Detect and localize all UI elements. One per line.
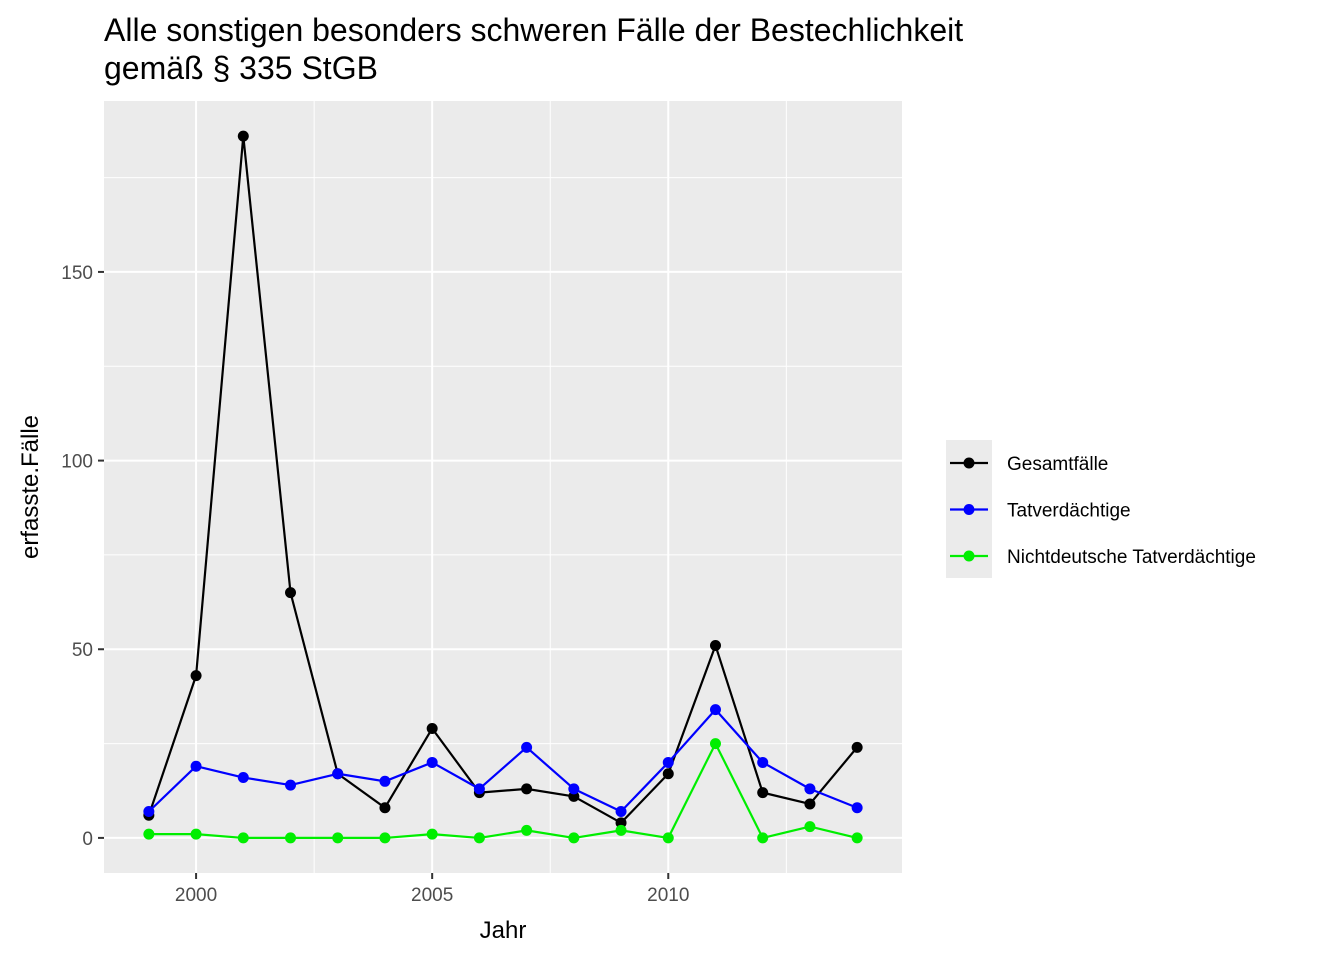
data-point xyxy=(190,828,202,840)
y-tick-label: 0 xyxy=(82,829,93,850)
series-1 xyxy=(143,704,863,817)
data-point xyxy=(804,821,816,833)
data-point xyxy=(851,832,863,844)
tick-labels: 2000 2005 2010 0 50 100 150 xyxy=(61,263,689,906)
legend: Gesamtfälle Tatverdächtige Nichtdeutsche T… xyxy=(946,440,1256,578)
data-point xyxy=(473,783,485,795)
data-point xyxy=(757,787,769,799)
data-point xyxy=(426,722,438,734)
data-point xyxy=(285,832,297,844)
data-point xyxy=(237,772,249,784)
data-point xyxy=(379,802,391,814)
data-point xyxy=(615,805,627,817)
data-point xyxy=(568,783,580,795)
legend-label: Gesamtfälle xyxy=(1007,454,1108,475)
data-point xyxy=(709,704,721,716)
data-point xyxy=(662,832,674,844)
data-point xyxy=(568,832,580,844)
data-point xyxy=(804,798,816,810)
legend-key-point xyxy=(963,550,975,562)
chart-title-line-1: Alle sonstigen besonders schweren Fälle … xyxy=(104,12,963,48)
series-2 xyxy=(143,738,863,844)
data-point xyxy=(521,741,533,753)
legend-label: Nichtdeutsche Tatverdächtige xyxy=(1007,547,1256,568)
legend-entry: Tatverdächtige xyxy=(950,501,1131,522)
y-axis-title: erfasste.Fälle xyxy=(17,415,44,559)
data-point xyxy=(757,832,769,844)
data-point xyxy=(426,756,438,768)
data-point xyxy=(521,783,533,795)
x-tick-label: 2005 xyxy=(411,885,453,906)
plot-panel xyxy=(104,101,902,873)
data-point xyxy=(521,824,533,836)
series-line xyxy=(147,134,858,824)
data-point xyxy=(851,741,863,753)
data-point xyxy=(237,832,249,844)
x-axis-title: Jahr xyxy=(480,917,527,944)
series-layer xyxy=(143,130,863,844)
data-point xyxy=(143,805,155,817)
data-point xyxy=(143,828,155,840)
x-tick-label: 2000 xyxy=(175,885,217,906)
series-line xyxy=(148,742,858,840)
grid-minor xyxy=(104,101,902,873)
legend-key-point xyxy=(963,504,975,515)
legend-key-point xyxy=(963,457,975,469)
data-point xyxy=(473,832,485,844)
axis-ticks xyxy=(98,270,670,879)
data-point xyxy=(568,790,580,802)
legend-entry: Gesamtfälle xyxy=(950,454,1108,475)
legend-entry: Nichtdeutsche Tatverdächtige xyxy=(950,547,1256,568)
data-point xyxy=(662,756,674,768)
data-point xyxy=(426,828,438,840)
chart-title-line-2: gemäß § 335 StGB xyxy=(104,50,378,86)
data-point xyxy=(190,760,202,772)
series-line xyxy=(148,708,858,813)
data-point xyxy=(190,670,202,682)
data-point xyxy=(615,817,627,829)
data-point xyxy=(851,802,863,814)
y-tick-label: 100 xyxy=(61,452,93,473)
data-point xyxy=(804,783,816,795)
legend-label: Tatverdächtige xyxy=(1007,501,1131,522)
data-point xyxy=(332,768,344,780)
data-point xyxy=(379,832,391,844)
data-point xyxy=(237,130,249,142)
data-point xyxy=(662,768,674,780)
data-point xyxy=(332,832,344,844)
x-tick-label: 2010 xyxy=(647,885,689,906)
data-point xyxy=(709,738,721,750)
y-tick-label: 150 xyxy=(61,263,93,284)
data-point xyxy=(615,824,627,836)
data-point xyxy=(709,639,721,651)
y-tick-label: 50 xyxy=(72,640,93,661)
data-point xyxy=(285,779,297,791)
data-point xyxy=(757,756,769,768)
data-point xyxy=(285,587,297,599)
data-point xyxy=(379,775,391,787)
